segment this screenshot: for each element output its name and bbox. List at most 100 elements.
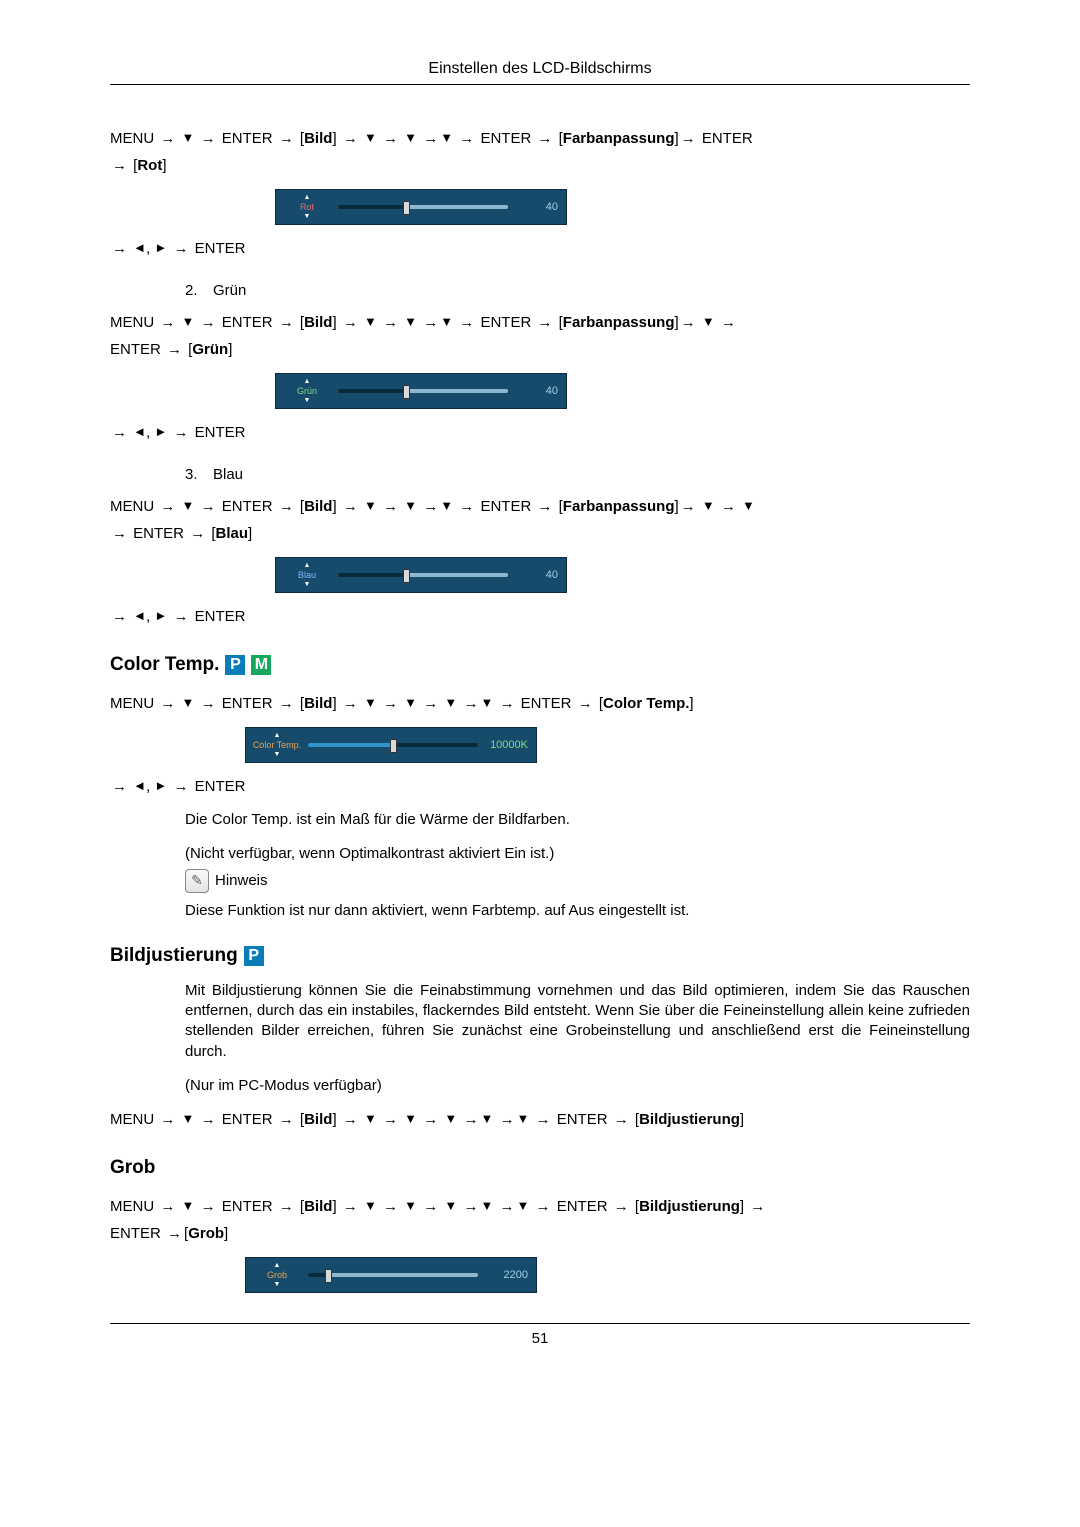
track-fill xyxy=(338,389,406,393)
tok-menu: MENU xyxy=(110,695,154,712)
tok-bild: Bild xyxy=(304,498,332,515)
nav-grob: MENU → ▼ → ENTER → [Bild] → ▼ → ▼ → ▼ →▼… xyxy=(110,1193,970,1247)
down-icon: ▼ xyxy=(274,1281,281,1288)
slider-label: Grob xyxy=(267,1269,287,1281)
slider-left: ▲ Blau ▼ xyxy=(276,558,338,592)
section-bildjustierung: Bildjustierung P xyxy=(110,945,970,967)
txt-bold: Bildjustierung xyxy=(212,982,302,999)
slider-track xyxy=(338,374,514,408)
slider-thumb xyxy=(403,385,410,399)
txt: eingestellt ist. xyxy=(594,902,689,919)
tok-enter: ENTER xyxy=(557,1111,608,1128)
track-fill xyxy=(338,573,406,577)
slider-thumb xyxy=(325,1269,332,1283)
slider-gruen: ▲ Grün ▼ 40 xyxy=(275,373,567,409)
nav-adjust-gruen: → ◄, ► → ENTER xyxy=(110,419,970,446)
section-color-temp: Color Temp. PM xyxy=(110,654,970,676)
tok-bild: Bild xyxy=(304,1111,332,1128)
slider-label: Color Temp. xyxy=(253,739,301,751)
note-icon: ✎ xyxy=(185,869,209,893)
slider-blau: ▲ Blau ▼ 40 xyxy=(275,557,567,593)
tok-farb: Farbanpassung xyxy=(563,498,675,515)
txt: können Sie die Feinabstimmung vornehmen … xyxy=(185,982,970,1060)
down-icon: ▼ xyxy=(702,314,715,329)
down-icon: ▼ xyxy=(440,314,453,329)
tok-enter: ENTER xyxy=(222,695,273,712)
txt-bold: PC xyxy=(238,1077,259,1094)
bj-p2: (Nur im PC-Modus verfügbar) xyxy=(185,1076,970,1096)
down-icon: ▼ xyxy=(364,498,377,513)
txt: Diese Funktion ist nur dann aktiviert, w… xyxy=(185,902,472,919)
slider-value: 10000K xyxy=(484,728,536,762)
down-icon: ▼ xyxy=(364,695,377,710)
track-fill xyxy=(338,205,406,209)
down-icon: ▼ xyxy=(182,1111,195,1126)
tok-bild: Bild xyxy=(304,130,332,147)
tok-enter: ENTER xyxy=(480,130,531,147)
tok-bj: Bildjustierung xyxy=(639,1198,740,1215)
slider-color-temp: ▲ Color Temp. ▼ 10000K xyxy=(245,727,537,763)
list-item-gruen: 2. Grün xyxy=(185,282,970,299)
slider-label: Blau xyxy=(298,569,316,581)
right-icon: ► xyxy=(154,608,167,623)
up-icon: ▲ xyxy=(304,194,311,201)
down-icon: ▼ xyxy=(444,1198,457,1213)
header-rule xyxy=(110,84,970,85)
down-icon: ▼ xyxy=(404,695,417,710)
track-rest xyxy=(393,743,478,747)
tok-menu: MENU xyxy=(110,1111,154,1128)
slider-left: ▲ Color Temp. ▼ xyxy=(246,728,308,762)
down-icon: ▼ xyxy=(440,498,453,513)
right-icon: ► xyxy=(154,778,167,793)
txt-bold: Optimalkontrast xyxy=(339,845,444,862)
list-num: 3. xyxy=(185,466,201,483)
slider-label: Grün xyxy=(297,385,317,397)
tok-bild: Bild xyxy=(304,695,332,712)
section-heading: Grob xyxy=(110,1157,155,1179)
down-icon: ▼ xyxy=(480,695,493,710)
txt: auf xyxy=(540,902,568,919)
list-num: 2. xyxy=(185,282,201,299)
slider-value: 40 xyxy=(514,558,566,592)
slider-thumb xyxy=(403,201,410,215)
tok-bj: Bildjustierung xyxy=(639,1111,740,1128)
track-bar xyxy=(308,1273,478,1277)
down-icon: ▼ xyxy=(440,130,453,145)
up-icon: ▲ xyxy=(304,378,311,385)
tok-rot: Rot xyxy=(137,157,162,174)
page: Einstellen des LCD-Bildschirms MENU → ▼ … xyxy=(0,0,1080,1527)
tok-menu: MENU xyxy=(110,314,154,331)
tok-menu: MENU xyxy=(110,130,154,147)
slider-rot: ▲ Rot ▼ 40 xyxy=(275,189,567,225)
tok-ct: Color Temp. xyxy=(603,695,689,712)
tok-enter: ENTER xyxy=(557,1198,608,1215)
txt: -Modus verfügbar) xyxy=(259,1077,382,1094)
down-icon: ▼ xyxy=(702,498,715,513)
slider-value: 2200 xyxy=(484,1258,536,1292)
tok-enter: ENTER xyxy=(702,130,753,147)
tok-enter: ENTER xyxy=(110,1225,161,1242)
list-item-blau: 3. Blau xyxy=(185,466,970,483)
txt-bold: Ein xyxy=(504,845,526,862)
up-icon: ▲ xyxy=(274,1262,281,1269)
nav-rot: MENU → ▼ → ENTER → [Bild] → ▼ → ▼ →▼ → E… xyxy=(110,125,970,179)
left-icon: ◄ xyxy=(133,778,146,793)
section-heading: Bildjustierung xyxy=(110,945,238,967)
txt: ist.) xyxy=(526,845,554,862)
txt: ist ein Maß für die Wärme der Bildfarben… xyxy=(292,811,570,828)
txt: (Nur im xyxy=(185,1077,238,1094)
slider-track xyxy=(308,1258,484,1292)
slider-track xyxy=(308,728,484,762)
down-icon: ▼ xyxy=(480,1111,493,1126)
mode-badge-p-icon: P xyxy=(244,946,264,966)
down-icon: ▼ xyxy=(364,314,377,329)
tok-enter: ENTER xyxy=(222,314,273,331)
slider-label: Rot xyxy=(300,201,314,213)
mode-badge-p-icon: P xyxy=(225,655,245,675)
tok-enter: ENTER xyxy=(521,695,572,712)
up-icon: ▲ xyxy=(304,562,311,569)
nav-adjust-blau: → ◄, ► → ENTER xyxy=(110,603,970,630)
left-icon: ◄ xyxy=(133,240,146,255)
tok-farb: Farbanpassung xyxy=(563,314,675,331)
tok-enter: ENTER xyxy=(195,424,246,441)
